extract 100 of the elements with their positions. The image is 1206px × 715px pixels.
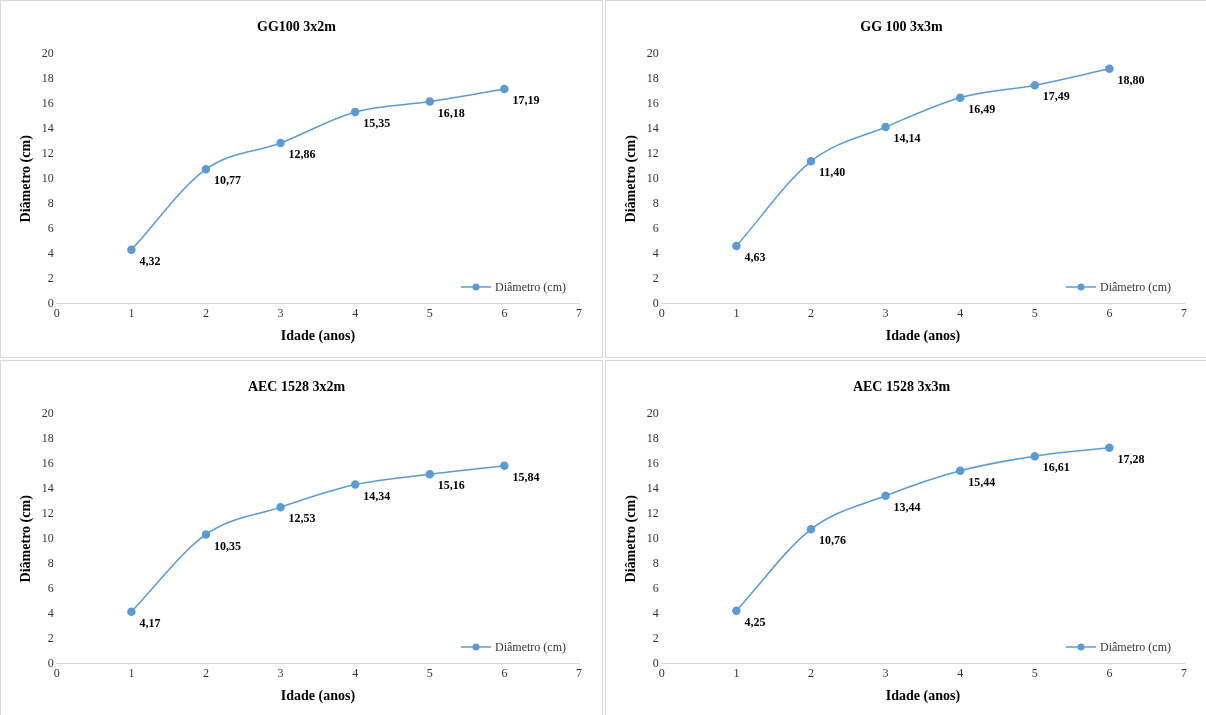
x-tick-label: 7 [576,666,582,681]
y-tick-label: 20 [646,405,659,420]
x-tick-label: 2 [203,666,209,681]
point [806,525,816,534]
point [201,530,211,539]
legend-label: Diâmetro (cm) [1100,279,1171,295]
data-label: 17,49 [1042,89,1070,104]
data-label: 4,25 [744,614,766,629]
point [881,491,890,501]
data-label: 10,77 [214,173,241,188]
data-label: 4,63 [744,250,766,265]
x-tick-label: 7 [576,306,582,321]
y-tick-label: 14 [41,480,54,495]
data-label: 12,53 [288,511,316,526]
x-axis-title: Idade (anos) [885,328,961,345]
y-tick-label: 12 [646,145,659,160]
point [500,84,509,94]
x-tick-label: 3 [882,306,889,321]
y-tick-label: 8 [652,555,659,570]
data-label: 16,18 [437,105,465,120]
data-label: 11,40 [819,165,846,180]
x-axis-title: Idade (anos) [280,688,356,705]
x-tick-label: 6 [501,666,508,681]
y-tick-label: 12 [41,505,54,520]
y-axis-title: Diâmetro (cm) [623,494,640,583]
y-tick-label: 2 [652,270,659,285]
y-tick-label: 16 [646,455,659,470]
data-label: 16,61 [1042,460,1070,475]
y-tick-label: 14 [646,120,659,135]
chart-title: GG 100 3x3m [860,19,944,35]
point [955,466,965,476]
y-tick-label: 2 [47,270,54,285]
data-label: 4,17 [139,615,161,630]
y-tick-label: 8 [47,555,54,570]
point [1030,451,1040,461]
y-tick-label: 0 [47,655,54,670]
y-axis-title: Diâmetro (cm) [18,494,35,583]
data-label: 15,84 [512,469,540,484]
y-tick-label: 4 [652,605,659,620]
point [881,122,890,132]
y-tick-label: 16 [646,95,659,110]
point [806,157,816,166]
x-tick-label: 4 [352,306,359,321]
data-label: 16,49 [968,101,996,116]
x-tick-label: 7 [1181,666,1187,681]
data-label: 10,76 [819,533,846,548]
y-tick-label: 14 [646,480,659,495]
y-tick-label: 6 [652,580,659,595]
y-tick-label: 0 [47,295,54,310]
chart-title: AEC 1528 3x2m [247,379,346,395]
y-tick-label: 4 [652,245,659,260]
y-axis-title: Diâmetro (cm) [18,134,35,223]
point [1030,80,1040,90]
y-tick-label: 14 [41,120,54,135]
y-tick-label: 12 [646,505,659,520]
point [350,480,360,489]
y-tick-label: 4 [47,245,54,260]
x-axis-title: Idade (anos) [280,328,356,345]
chart-title: AEC 1528 3x3m [852,379,951,395]
y-tick-label: 20 [41,45,54,60]
data-label: 12,86 [288,147,316,162]
y-tick-label: 6 [47,580,54,595]
y-tick-label: 10 [41,170,54,185]
data-label: 10,35 [214,538,241,553]
point [955,93,965,102]
y-tick-label: 18 [41,430,54,445]
x-tick-label: 2 [808,306,814,321]
point [1105,64,1114,74]
x-tick-label: 1 [128,306,135,321]
y-tick-label: 16 [41,455,54,470]
y-axis-title: Diâmetro (cm) [623,134,640,223]
x-tick-label: 7 [1181,306,1187,321]
point [350,107,360,117]
legend-label: Diâmetro (cm) [495,639,566,655]
x-tick-label: 1 [733,666,740,681]
data-label: 15,35 [363,116,391,131]
y-tick-label: 8 [652,195,659,210]
chart-title: GG100 3x2m [257,19,337,35]
x-tick-label: 5 [426,306,433,321]
data-label: 13,44 [893,499,921,514]
data-label: 4,32 [139,253,161,268]
x-tick-label: 4 [352,666,359,681]
y-tick-label: 2 [47,630,54,645]
x-tick-label: 5 [1031,306,1038,321]
y-tick-label: 20 [41,405,54,420]
x-tick-label: 4 [957,666,964,681]
point [425,97,435,106]
legend-label: Diâmetro (cm) [1100,639,1171,655]
data-label: 14,34 [363,488,391,503]
y-tick-label: 0 [652,295,659,310]
x-tick-label: 5 [426,666,433,681]
x-tick-label: 6 [1106,666,1113,681]
y-tick-label: 12 [41,145,54,160]
y-tick-label: 4 [47,605,54,620]
point [732,241,741,251]
data-label: 17,19 [512,93,540,108]
y-tick-label: 6 [47,220,54,235]
data-label: 17,28 [1117,451,1145,466]
point [127,607,136,616]
data-label: 15,16 [437,478,465,493]
